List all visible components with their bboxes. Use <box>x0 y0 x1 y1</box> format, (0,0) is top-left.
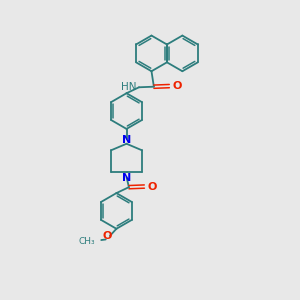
Text: O: O <box>103 232 112 242</box>
Text: N: N <box>122 135 131 145</box>
Text: N: N <box>122 173 131 183</box>
Text: O: O <box>173 81 182 91</box>
Text: HN: HN <box>121 82 136 92</box>
Text: O: O <box>148 182 157 192</box>
Text: CH₃: CH₃ <box>79 237 96 246</box>
